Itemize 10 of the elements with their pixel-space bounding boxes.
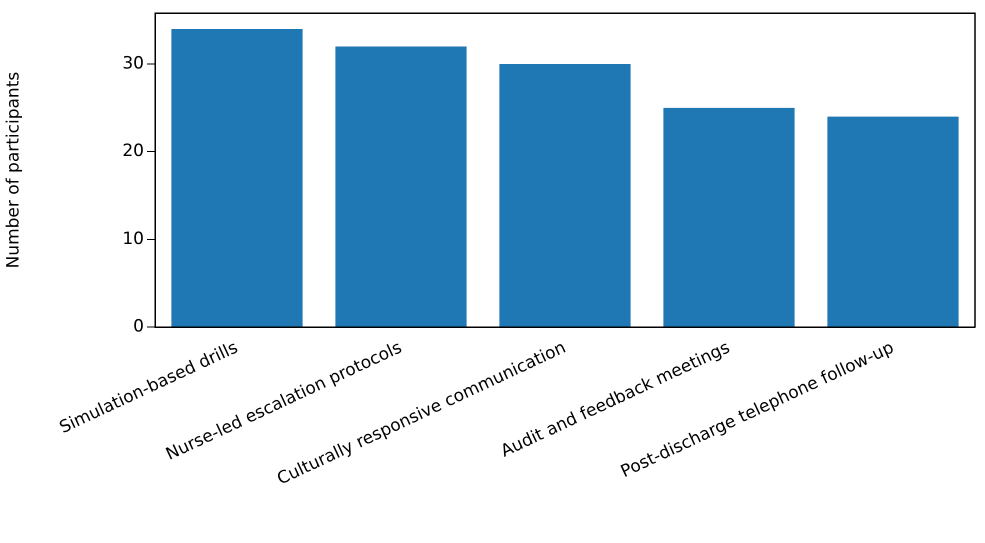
bar — [827, 116, 959, 326]
y-tick-label: 20 — [122, 141, 144, 162]
y-axis-title: Number of participants — [4, 72, 24, 268]
bar — [499, 64, 631, 326]
bar — [663, 108, 795, 326]
y-tick-label: 10 — [122, 228, 144, 249]
y-tick-label: 0 — [133, 316, 144, 336]
bar — [171, 28, 303, 326]
bar — [335, 46, 467, 326]
y-tick-label: 30 — [122, 53, 144, 74]
